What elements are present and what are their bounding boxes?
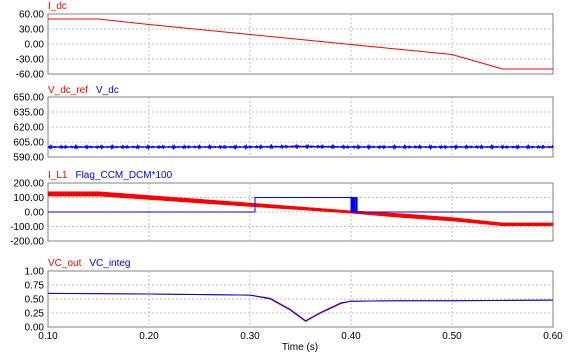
y-tick-label: 650.00 <box>13 93 44 104</box>
legend-entry: V_dc_ref <box>48 85 88 96</box>
x-tick-label: 0.10 <box>38 331 58 342</box>
legend-entry: I_dc <box>48 1 67 12</box>
x-tick-label: 0.40 <box>341 331 361 342</box>
x-tick-label: 0.60 <box>543 331 563 342</box>
legend-entry: Flag_CCM_DCM*100 <box>75 170 172 181</box>
y-tick-label: 30.00 <box>19 25 44 36</box>
panel-4: 1.00 0.75 0.50 0.25 0.00 VC_out VC_integ 0.10 0.… <box>25 258 564 342</box>
y-tick-label: 0.00 <box>25 208 45 219</box>
y-tick-label: -30.00 <box>16 55 45 66</box>
series-i-dc <box>48 18 553 70</box>
legend-entry: VC_out <box>48 258 82 269</box>
y-tick-label: 590.00 <box>13 153 44 164</box>
y-tick-label: 0.50 <box>25 295 45 306</box>
y-tick-label: 1.00 <box>25 267 45 278</box>
legend-entry: I_L1 <box>48 170 68 181</box>
y-tick-label: 0.00 <box>25 40 45 51</box>
legend-entry: VC_integ <box>89 258 130 269</box>
x-tick-label: 0.30 <box>240 331 260 342</box>
y-tick-label: 100.00 <box>13 193 44 204</box>
x-tick-label: 0.50 <box>442 331 462 342</box>
x-tick-label: 0.20 <box>139 331 159 342</box>
y-tick-label: 0.75 <box>25 281 45 292</box>
legend-entry: V_dc <box>96 85 119 96</box>
panels-layer: 60.00 30.00 0.00 -30.00 -60.00 I_dc 650.00 635.… <box>10 1 563 342</box>
y-tick-label: 200.00 <box>13 179 44 190</box>
panel-title: I_dc <box>48 1 67 12</box>
y-tick-label: -200.00 <box>10 237 44 248</box>
series-vc-integ <box>47 292 554 322</box>
y-tick-label: -100.00 <box>10 222 44 233</box>
y-tick-label: 605.00 <box>13 138 44 149</box>
y-tick-label: -60.00 <box>16 70 45 81</box>
panel-title: I_L1 Flag_CCM_DCM*100 <box>48 170 173 181</box>
y-tick-label: 0.25 <box>25 309 45 320</box>
y-tick-label: 635.00 <box>13 108 44 119</box>
y-tick-label: 0.00 <box>25 323 45 334</box>
x-axis-label: Time (s) <box>282 342 318 353</box>
series-flag-ccm-dcm-100 <box>48 197 553 213</box>
panel-title: VC_out VC_integ <box>48 258 131 269</box>
series-i-l1 <box>47 191 554 227</box>
panel-1: 60.00 30.00 0.00 -30.00 -60.00 I_dc <box>16 1 554 81</box>
panel-title: V_dc_ref V_dc <box>48 85 119 96</box>
y-tick-label: 620.00 <box>13 123 44 134</box>
series-v-dc <box>47 143 554 151</box>
panel-3: 200.00 100.00 0.00 -100.00 -200.00 I_L1 Flag_C… <box>10 170 554 248</box>
y-tick-label: 60.00 <box>19 10 44 21</box>
